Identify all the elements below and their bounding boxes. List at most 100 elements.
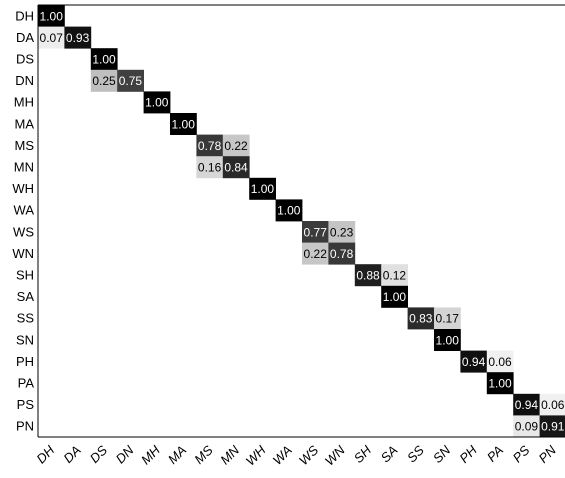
column-label: WN [322,442,348,468]
column-label: PN [536,442,560,466]
cell-value-label: 0.12 [383,269,407,283]
column-label: PH [456,442,480,466]
cell-value-label: 1.00 [383,290,407,304]
heatmap-cell [354,264,382,287]
column-label: MA [165,443,189,467]
row-label: WH [12,181,34,196]
heatmap-cell [434,307,461,330]
row-label: SS [17,311,35,326]
cell-value-label: 0.91 [541,420,565,434]
column-label: SH [351,442,375,466]
column-label: DS [87,442,111,466]
cell-value-label: 0.94 [462,355,486,369]
heatmap-cell [38,5,65,27]
heatmap-cell [196,156,224,179]
heatmap-cell [196,134,224,157]
cell-value-label: 0.06 [541,398,565,412]
cell-value-label: 1.00 [436,333,460,347]
column-label: DN [113,442,137,466]
heatmap-cell [222,134,250,157]
row-label: MS [15,138,35,153]
cell-value-label: 1.00 [172,117,196,131]
cell-value-label: 0.25 [92,74,116,88]
column-label: SS [404,442,427,465]
row-label: PS [17,397,35,412]
column-label: MS [191,442,216,467]
heatmap-cell [460,350,488,373]
cell-value-label: 0.78 [330,247,354,261]
cell-value-label: 0.94 [515,398,539,412]
heatmap-cell [381,264,408,287]
row-label: WN [12,246,34,261]
row-label: MA [15,116,35,131]
cell-value-label: 0.17 [436,312,460,326]
row-label: MN [14,160,34,175]
row-label: SA [17,289,35,304]
row-label: WA [14,203,35,218]
heatmap-cell [249,177,276,200]
cells-layer: 1.000.07 0.931.000.25 0.751.001.000.78 0.22… [38,5,565,438]
cell-value-label: 0.07 [40,31,64,45]
row-label: PA [18,376,35,391]
heatmap-cell [38,26,65,49]
heatmap-cell [513,393,540,416]
heatmap-cell [90,69,118,92]
cell-value-label: 0.09 [515,420,539,434]
row-label: DS [16,52,34,67]
column-labels: DH DA DS DN MH MA MS MN WH WA WS WN SH SA SS SN PH PA PS PN [33,442,559,468]
cell-value-label: 0.75 [119,74,143,88]
cell-value-label: 0.78 [198,139,222,153]
row-label: DA [16,30,34,45]
row-label: WS [13,224,34,239]
cell-value-label: 0.93 [66,31,90,45]
cell-value-label: 1.00 [251,182,275,196]
row-label: DN [15,73,34,88]
cell-value-label: 0.83 [409,312,433,326]
heatmap-cell [64,26,92,49]
cell-value-label: 0.88 [356,269,380,283]
cell-value-label: 1.00 [488,377,512,391]
heatmap-cell [381,285,408,308]
cell-value-label: 1.00 [92,53,116,67]
column-label: MH [138,442,163,467]
cell-value-label: 0.06 [488,355,512,369]
heatmap-cell [302,242,329,265]
heatmap-cell [328,242,356,265]
column-label: MN [217,442,242,467]
row-label: PN [16,419,34,434]
row-label: SN [16,332,34,347]
cell-value-label: 0.22 [224,139,248,153]
heatmap-cell [302,221,329,243]
column-label: DH [33,442,57,466]
heatmap-cell [143,91,171,114]
cell-value-label: 0.16 [198,161,222,175]
column-label: WH [243,442,269,468]
row-label: SH [16,268,34,283]
heatmap-cell [222,156,250,179]
heatmap-cell [90,48,118,71]
row-label: PH [16,354,34,369]
cell-value-label: 0.77 [304,225,328,239]
cell-value-label: 0.23 [330,225,354,239]
column-label: SA [378,443,401,466]
row-labels: DH DA DS DN MH MA MS MN WH WA WS WN SH SA SS SN PH PA PS PN [12,8,34,433]
heatmap-cell [539,415,565,438]
row-label: DH [15,8,34,23]
heatmap-cell [486,350,514,373]
heatmap-cell [539,393,565,416]
column-label: WA [270,443,295,468]
heatmap-cell [513,415,540,438]
cell-value-label: 0.22 [304,247,328,261]
column-label: WS [296,442,322,468]
heatmap-cell [275,199,303,222]
cell-value-label: 0.84 [224,161,248,175]
column-label: PS [510,442,533,465]
column-label: DA [60,443,83,466]
cell-value-label: 1.00 [277,204,301,218]
row-label: MH [14,95,34,110]
heatmap-cell [407,307,435,330]
plot-frame [37,4,565,438]
heatmap-cell [486,372,514,395]
cell-value-label: 1.00 [40,9,64,23]
